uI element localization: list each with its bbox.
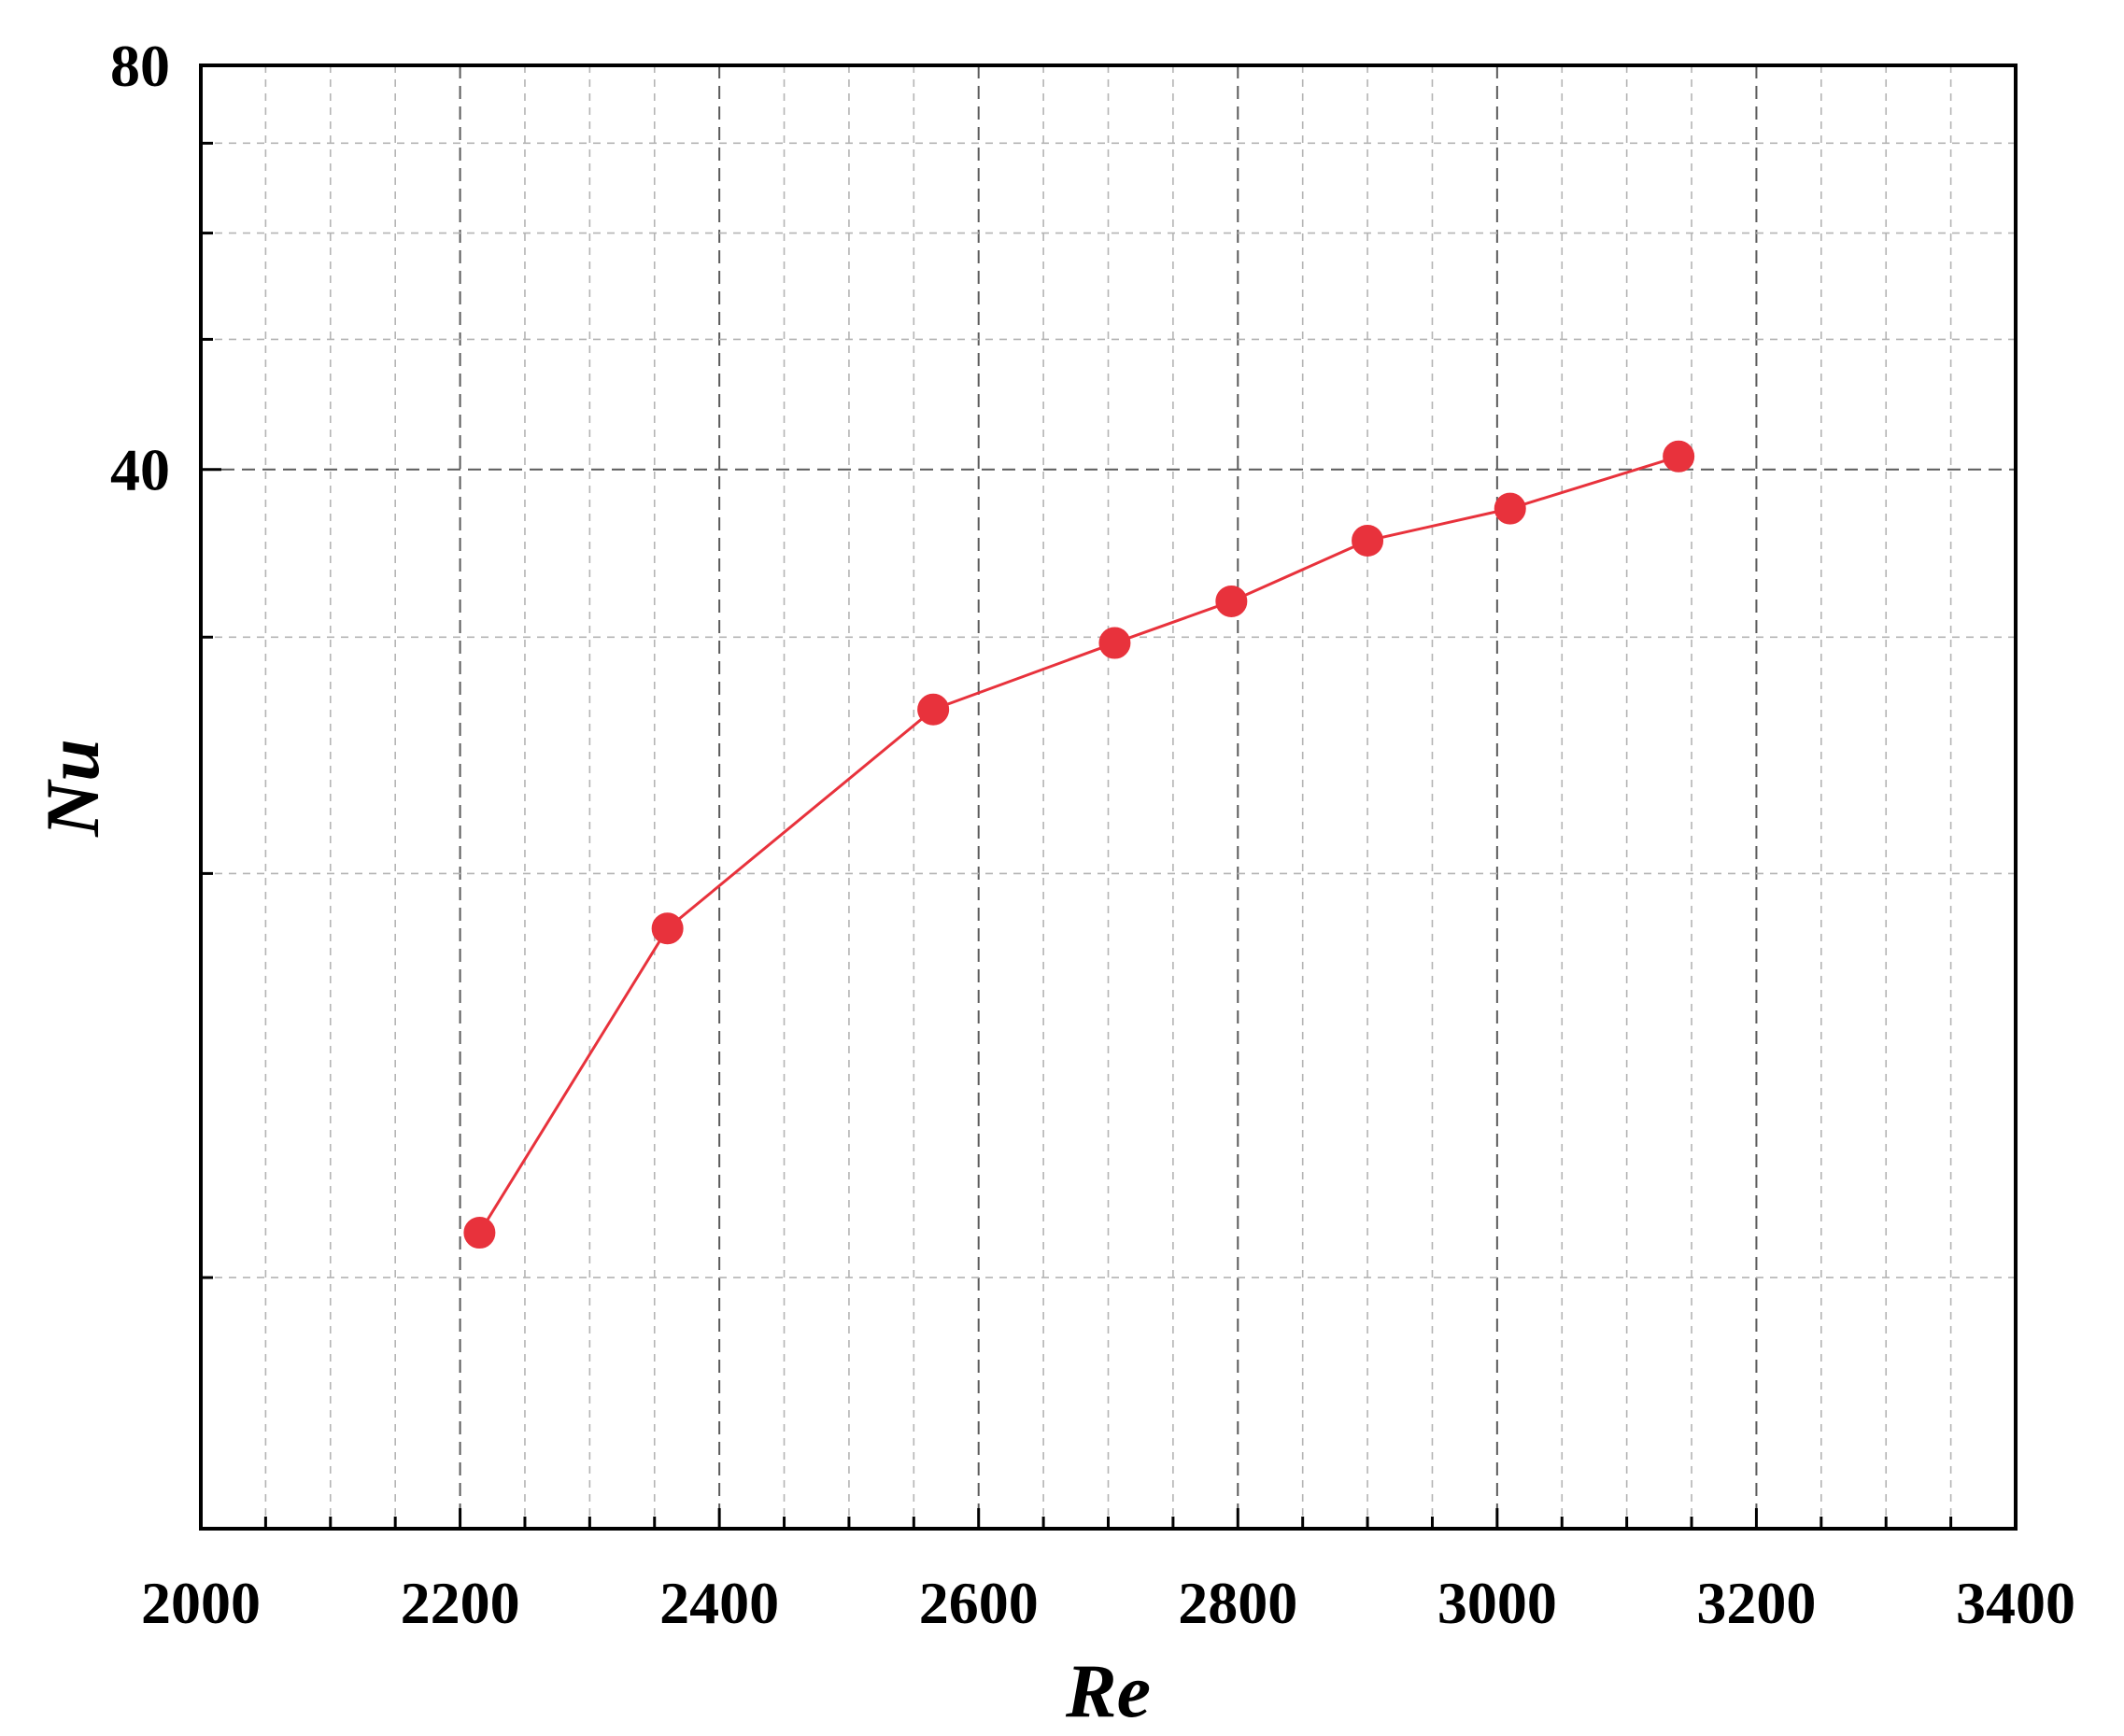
x-tick-label: 2600 xyxy=(919,1570,1039,1636)
data-point xyxy=(1663,440,1695,473)
y-axis-title: Nu xyxy=(30,739,115,838)
data-point xyxy=(1215,585,1248,617)
x-tick-label: 2400 xyxy=(659,1570,779,1636)
y-tick-label: 40 xyxy=(110,437,170,503)
series-layer xyxy=(463,440,1695,1249)
data-point xyxy=(463,1217,496,1249)
x-axis-title: Re xyxy=(1065,1648,1151,1733)
x-tick-label: 2200 xyxy=(401,1570,520,1636)
data-point xyxy=(1098,627,1131,659)
series-line xyxy=(478,455,1679,1234)
x-tick-label: 3400 xyxy=(1956,1570,2075,1636)
tick-labels: 2000 2200 2400 2600 2800 3000 3200 3400 40 80 xyxy=(110,33,2075,1636)
data-point xyxy=(917,693,950,726)
x-tick-label: 3200 xyxy=(1696,1570,1816,1636)
x-tick-label: 2800 xyxy=(1178,1570,1297,1636)
x-tick-label: 2000 xyxy=(141,1570,261,1636)
y-tick-label: 80 xyxy=(110,33,170,99)
data-point xyxy=(651,912,684,945)
grid xyxy=(201,65,2016,1529)
axis-ticks xyxy=(199,64,2018,1529)
data-point xyxy=(1352,524,1384,557)
x-tick-label: 3000 xyxy=(1437,1570,1557,1636)
data-point xyxy=(1494,492,1526,525)
